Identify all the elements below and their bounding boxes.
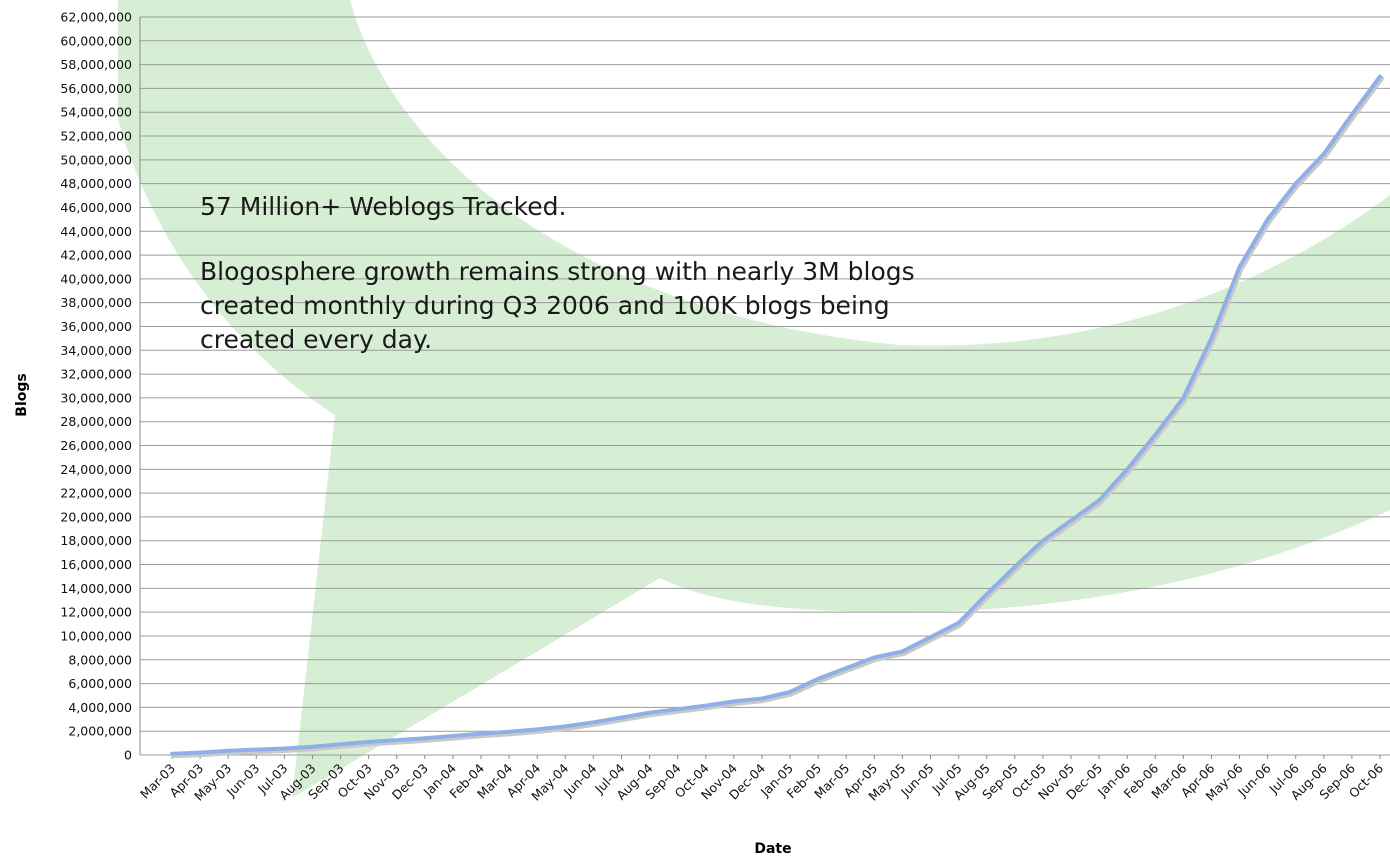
data-point (1097, 498, 1101, 502)
y-tick-label: 62,000,000 (60, 10, 132, 25)
y-tick-label: 54,000,000 (60, 105, 132, 120)
y-tick-label: 2,000,000 (68, 724, 132, 739)
data-point (1378, 74, 1382, 79)
y-tick-label: 40,000,000 (60, 271, 132, 286)
data-point (563, 724, 567, 729)
data-point (1322, 152, 1326, 156)
data-point (282, 746, 286, 751)
data-point (957, 621, 961, 625)
data-point (676, 707, 680, 711)
series-line (170, 74, 1382, 756)
data-point (451, 734, 455, 738)
y-tick-label: 28,000,000 (60, 414, 132, 429)
y-tick-label: 10,000,000 (60, 628, 132, 643)
series-group (170, 74, 1384, 759)
y-tick-label: 30,000,000 (60, 390, 132, 405)
data-point (760, 696, 764, 701)
data-point (1237, 265, 1242, 269)
y-tick-label: 18,000,000 (60, 533, 132, 548)
data-point (507, 730, 511, 734)
gridlines (139, 16, 1390, 756)
data-point (1069, 518, 1073, 523)
data-point (872, 655, 876, 659)
y-tick-label: 0 (124, 748, 132, 763)
y-tick-label: 26,000,000 (60, 438, 132, 453)
data-point (254, 748, 258, 752)
data-point (1041, 539, 1045, 543)
data-point (788, 690, 792, 694)
y-tick-label: 48,000,000 (60, 176, 132, 191)
data-point (338, 742, 343, 746)
y-tick-label: 16,000,000 (60, 557, 132, 572)
y-tick-label: 4,000,000 (68, 700, 132, 715)
y-axis-ticks: 0 2,000,000 4,000,000 6,000,000 8,000,000 10,… (60, 10, 132, 763)
chart-annotation: 57 Million+ Weblogs Tracked. Blogosphere… (200, 190, 960, 357)
x-axis-title: Date (754, 841, 791, 857)
y-axis-title: Blogs (14, 373, 30, 416)
data-point (1125, 467, 1129, 471)
y-tick-label: 50,000,000 (60, 152, 132, 167)
data-point (647, 711, 652, 715)
data-point (1350, 113, 1354, 117)
data-point (1181, 396, 1185, 400)
y-tick-label: 14,000,000 (60, 581, 132, 596)
y-tick-label: 38,000,000 (60, 295, 132, 310)
annotation-body: Blogosphere growth remains strong with n… (200, 257, 915, 354)
y-tick-label: 6,000,000 (68, 676, 132, 691)
y-tick-label: 44,000,000 (60, 224, 132, 239)
data-point (310, 745, 315, 749)
y-tick-label: 52,000,000 (60, 129, 132, 144)
y-tick-label: 46,000,000 (60, 200, 132, 215)
watermark-logo-shape (118, 0, 1390, 798)
y-tick-label: 58,000,000 (60, 57, 132, 72)
data-point (170, 752, 174, 756)
y-tick-label: 34,000,000 (60, 343, 132, 358)
data-point (367, 740, 371, 744)
y-tick-label: 8,000,000 (68, 652, 132, 667)
data-point (591, 720, 595, 724)
y-tick-label: 36,000,000 (60, 319, 132, 334)
y-tick-label: 20,000,000 (60, 509, 132, 524)
data-point (1266, 217, 1270, 221)
data-point (732, 699, 736, 704)
data-point (395, 738, 399, 742)
data-point (704, 704, 708, 708)
data-point (198, 751, 202, 755)
data-point (1153, 433, 1157, 437)
y-tick-label: 32,000,000 (60, 367, 132, 382)
y-tick-label: 12,000,000 (60, 605, 132, 620)
data-point (928, 635, 933, 639)
data-point (479, 731, 483, 736)
data-point (619, 715, 624, 720)
data-point (1013, 565, 1017, 569)
y-tick-label: 56,000,000 (60, 81, 132, 96)
y-tick-label: 42,000,000 (60, 248, 132, 263)
data-point (1294, 182, 1298, 186)
y-tick-label: 22,000,000 (60, 486, 132, 501)
data-point (1209, 336, 1214, 340)
watermark-shape (118, 0, 1390, 798)
data-point (816, 677, 820, 681)
data-point (900, 649, 905, 654)
data-point (423, 736, 427, 740)
data-point (535, 727, 539, 732)
y-tick-label: 60,000,000 (60, 33, 132, 48)
data-point (985, 592, 989, 596)
y-tick-label: 24,000,000 (60, 462, 132, 477)
series-line-shadow (171, 76, 1384, 759)
annotation-heading: 57 Million+ Weblogs Tracked. (200, 192, 567, 221)
data-point (844, 666, 848, 670)
data-point (226, 749, 230, 753)
